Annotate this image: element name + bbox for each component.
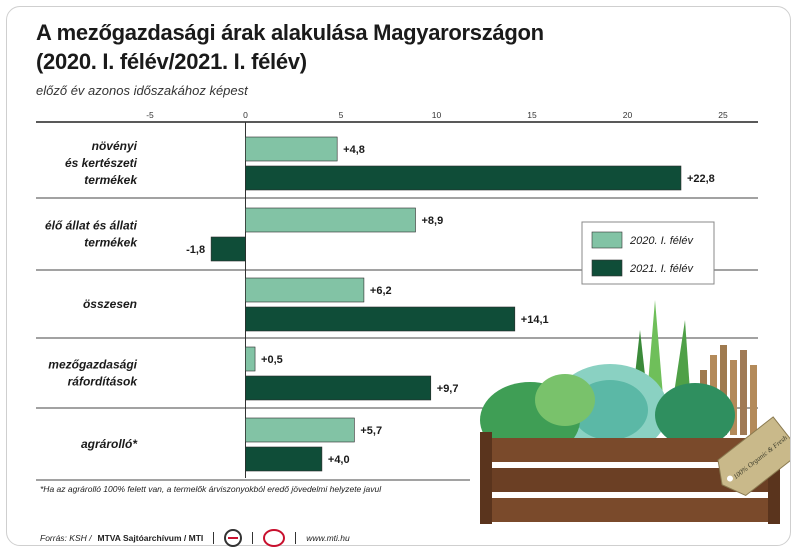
footer: Forrás: KSH / MTVA Sajtóarchívum / MTI w… — [40, 529, 350, 547]
bar-2021 — [210, 236, 246, 262]
data-label: +8,9 — [421, 215, 443, 227]
chart-subtitle: előző év azonos időszakához képest — [36, 83, 248, 98]
x-tick-label: 5 — [339, 110, 344, 120]
category-label: élő állat és állati termékek — [45, 219, 138, 250]
bar-2020 — [245, 277, 365, 303]
vegetable-crate-illustration: 100% Organic & Fresh — [480, 300, 790, 524]
data-label: +4,8 — [343, 144, 365, 156]
x-tick-label: 10 — [432, 110, 442, 120]
data-label: +5,7 — [360, 425, 382, 437]
bar-layer — [210, 136, 682, 472]
crate-post — [480, 432, 492, 524]
data-label: +9,7 — [437, 383, 459, 395]
category-label-line: mezőgazdasági — [48, 358, 137, 372]
legend: 2020. I. félév 2021. I. félév — [581, 221, 715, 285]
cabbage-shape — [535, 374, 595, 426]
legend-swatch — [591, 259, 623, 277]
data-label: -1,8 — [186, 244, 205, 256]
category-label-line: növényi — [92, 139, 138, 153]
category-label-line: és kertészeti — [65, 156, 138, 170]
divider — [295, 532, 297, 544]
divider — [252, 532, 254, 544]
divider — [213, 532, 215, 544]
chart-title: A mezőgazdasági árak alakulása Magyarors… — [36, 18, 544, 76]
data-label: +0,5 — [261, 354, 283, 366]
archive-credit: MTVA Sajtóarchívum / MTI — [97, 533, 204, 543]
bar-2021 — [245, 446, 323, 472]
data-label: +6,2 — [370, 285, 392, 297]
x-tick-label: 0 — [243, 110, 248, 120]
data-label: +22,8 — [687, 173, 715, 185]
category-label-line: agrárolló* — [81, 437, 138, 451]
x-tick-label: -5 — [146, 110, 154, 120]
label-layer: növényi és kertészeti termékek +4,8 +22,8 élő… — [45, 139, 715, 466]
mtva-logo-icon — [224, 529, 243, 547]
x-tick-label: 15 — [527, 110, 537, 120]
category-label-line: termékek — [84, 173, 138, 187]
bar-chart: -5 0 5 10 15 20 25 növényi és kertészeti terméke… — [36, 110, 758, 481]
mti-logo-icon — [263, 529, 286, 547]
category-label: agrárolló* — [81, 437, 138, 451]
data-label: +4,0 — [328, 454, 350, 466]
x-tick-label: 20 — [623, 110, 633, 120]
title-line-2: (2020. I. félév/2021. I. félév) — [36, 49, 307, 74]
cabbage-shape — [655, 383, 735, 447]
bar-2020 — [245, 136, 338, 162]
title-line-1: A mezőgazdasági árak alakulása Magyarors… — [36, 20, 544, 45]
legend-swatch — [591, 231, 623, 249]
website-link[interactable]: www.mti.hu — [306, 533, 350, 543]
legend-label: 2021. I. félév — [629, 263, 694, 275]
category-label-line: élő állat és állati — [45, 219, 138, 233]
bar-2020 — [245, 417, 355, 443]
category-label-line: termékek — [84, 236, 138, 250]
bar-2021 — [245, 165, 682, 191]
bar-2020 — [245, 346, 256, 372]
category-label: növényi és kertészeti termékek — [65, 139, 138, 187]
axis-layer: -5 0 5 10 15 20 25 — [36, 110, 758, 481]
source-label: Forrás: KSH / — [40, 533, 92, 543]
x-tick-label: 25 — [718, 110, 728, 120]
bar-2021 — [245, 375, 432, 401]
crate-board — [480, 498, 780, 522]
category-label-line: összesen — [83, 297, 137, 311]
category-label: összesen — [83, 297, 137, 311]
category-label-line: ráfordítások — [68, 375, 139, 389]
category-label: mezőgazdasági ráfordítások — [48, 358, 138, 389]
data-label: +14,1 — [521, 314, 549, 326]
bar-2020 — [245, 207, 416, 233]
legend-label: 2020. I. félév — [629, 235, 694, 247]
bar-2021 — [245, 306, 516, 332]
footnote: *Ha az agrárolló 100% felett van, a term… — [40, 484, 382, 494]
